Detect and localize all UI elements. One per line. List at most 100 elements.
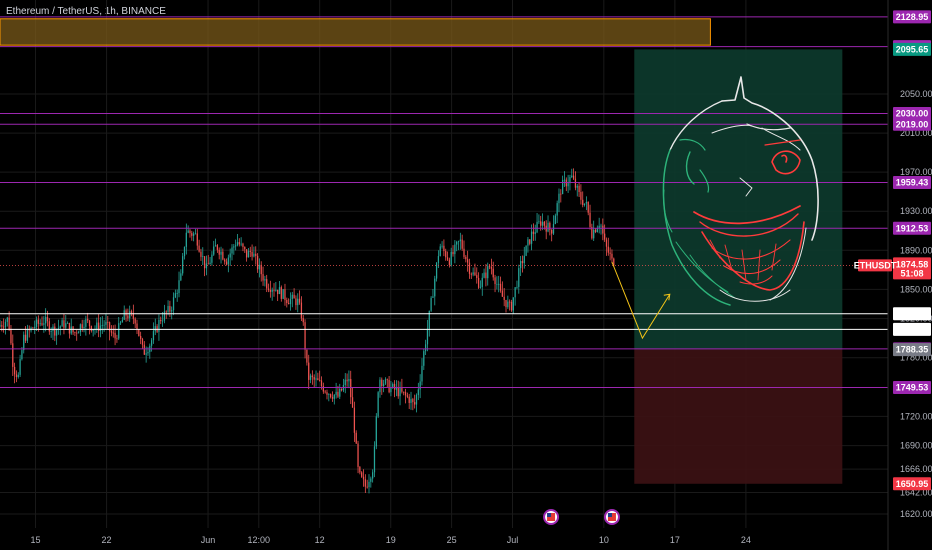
drawings xyxy=(543,76,819,525)
y-tick-label: 1850.00 xyxy=(900,284,932,294)
price-tag xyxy=(893,107,931,121)
candle-body xyxy=(251,251,253,257)
candle-body xyxy=(366,486,368,488)
price-tag-label: 1825.01 xyxy=(896,309,929,319)
candle-body xyxy=(454,244,456,255)
candle-body xyxy=(589,212,591,227)
candle-body xyxy=(333,394,335,399)
candle-body xyxy=(479,286,482,288)
candle-body xyxy=(182,256,184,274)
candle-body xyxy=(344,379,346,386)
candle-body xyxy=(330,394,332,397)
candle-body xyxy=(269,289,271,292)
candle-body xyxy=(110,331,113,333)
candle-body xyxy=(202,256,204,257)
candle-body xyxy=(426,328,429,345)
candle-body xyxy=(244,246,246,250)
levels xyxy=(0,16,888,388)
candle-body xyxy=(10,329,12,344)
candle-body xyxy=(68,322,71,334)
candle-body xyxy=(417,389,419,396)
candle-body xyxy=(123,310,125,320)
candle-body xyxy=(85,318,87,327)
candle-body xyxy=(160,319,162,322)
candle-body xyxy=(35,319,38,327)
symbol-label: ETHUSDT xyxy=(854,260,897,270)
candle-body xyxy=(534,232,536,234)
y-tick-label: 1780.00 xyxy=(900,353,932,363)
candle-body xyxy=(388,379,390,393)
price-tag-label: 2128.95 xyxy=(896,12,929,22)
candle-body xyxy=(198,245,200,252)
x-tick-label: 10 xyxy=(599,535,609,545)
candle-body xyxy=(278,287,281,295)
candle-body xyxy=(477,277,480,288)
x-tick-label: Jun xyxy=(201,535,216,545)
candle-body xyxy=(351,397,354,408)
candle-body xyxy=(134,318,136,324)
candle-body xyxy=(21,350,23,360)
candle-body xyxy=(225,261,228,265)
chart-title: Ethereum / TetherUS, 1h, BINANCE xyxy=(6,6,166,17)
candle-body xyxy=(311,375,314,378)
candle-body xyxy=(430,297,432,311)
candle-body xyxy=(90,326,92,331)
candle-body xyxy=(112,332,114,334)
x-tick-label: 12:00 xyxy=(248,535,271,545)
candle-body xyxy=(207,263,209,265)
x-tick-label: 25 xyxy=(447,535,457,545)
candle-body xyxy=(167,306,169,313)
candle-body xyxy=(185,232,187,247)
candle-body xyxy=(55,329,58,336)
candle-body xyxy=(77,332,80,334)
candle-body xyxy=(289,298,292,305)
candle-body xyxy=(516,286,518,288)
candles xyxy=(0,168,615,494)
candle-body xyxy=(12,343,14,367)
candle-body xyxy=(498,283,500,285)
candle-body xyxy=(340,388,343,391)
candle-body xyxy=(205,263,208,269)
candle-body xyxy=(571,175,573,178)
price-tag-label: 1650.95 xyxy=(896,479,929,489)
candle-body xyxy=(216,245,219,250)
candle-body xyxy=(386,379,388,381)
event-marker-flag xyxy=(547,513,552,517)
candle-body xyxy=(596,228,598,233)
candle-body xyxy=(361,472,363,477)
candle-body xyxy=(143,344,145,355)
candle-body xyxy=(214,245,217,247)
y-tick-label: 1890.00 xyxy=(900,245,932,255)
candle-body xyxy=(445,251,447,258)
candle-body xyxy=(187,230,189,233)
candle-body xyxy=(150,340,153,346)
candle-body xyxy=(136,323,138,330)
projection-arrowhead xyxy=(663,293,671,301)
candle-body xyxy=(74,332,76,334)
smiley-face-drawing xyxy=(662,76,819,306)
axes: 1620.00 1642.00 1666.00 1690.00 1720.00 1780.… xyxy=(31,0,932,550)
candle-body xyxy=(220,251,222,255)
candle-body xyxy=(32,327,34,329)
candle-body xyxy=(518,268,520,287)
candle-body xyxy=(52,326,54,331)
candle-body xyxy=(297,298,299,306)
price-tag-label: 1959.43 xyxy=(896,177,929,187)
candle-body xyxy=(194,233,197,235)
candle-body xyxy=(459,239,461,242)
candle-body xyxy=(118,323,120,339)
y-tick-label: 1690.00 xyxy=(900,441,932,451)
candle-body xyxy=(140,336,142,339)
candle-body xyxy=(189,230,191,234)
candle-body xyxy=(467,259,469,263)
candle-body xyxy=(227,257,229,265)
candle-body xyxy=(598,225,600,229)
candle-body xyxy=(574,178,577,188)
candle-body xyxy=(114,332,116,339)
candle-body xyxy=(326,392,328,395)
candle-body xyxy=(209,262,211,265)
candle-body xyxy=(191,233,193,236)
candle-body xyxy=(19,359,21,375)
candle-body xyxy=(46,316,49,322)
